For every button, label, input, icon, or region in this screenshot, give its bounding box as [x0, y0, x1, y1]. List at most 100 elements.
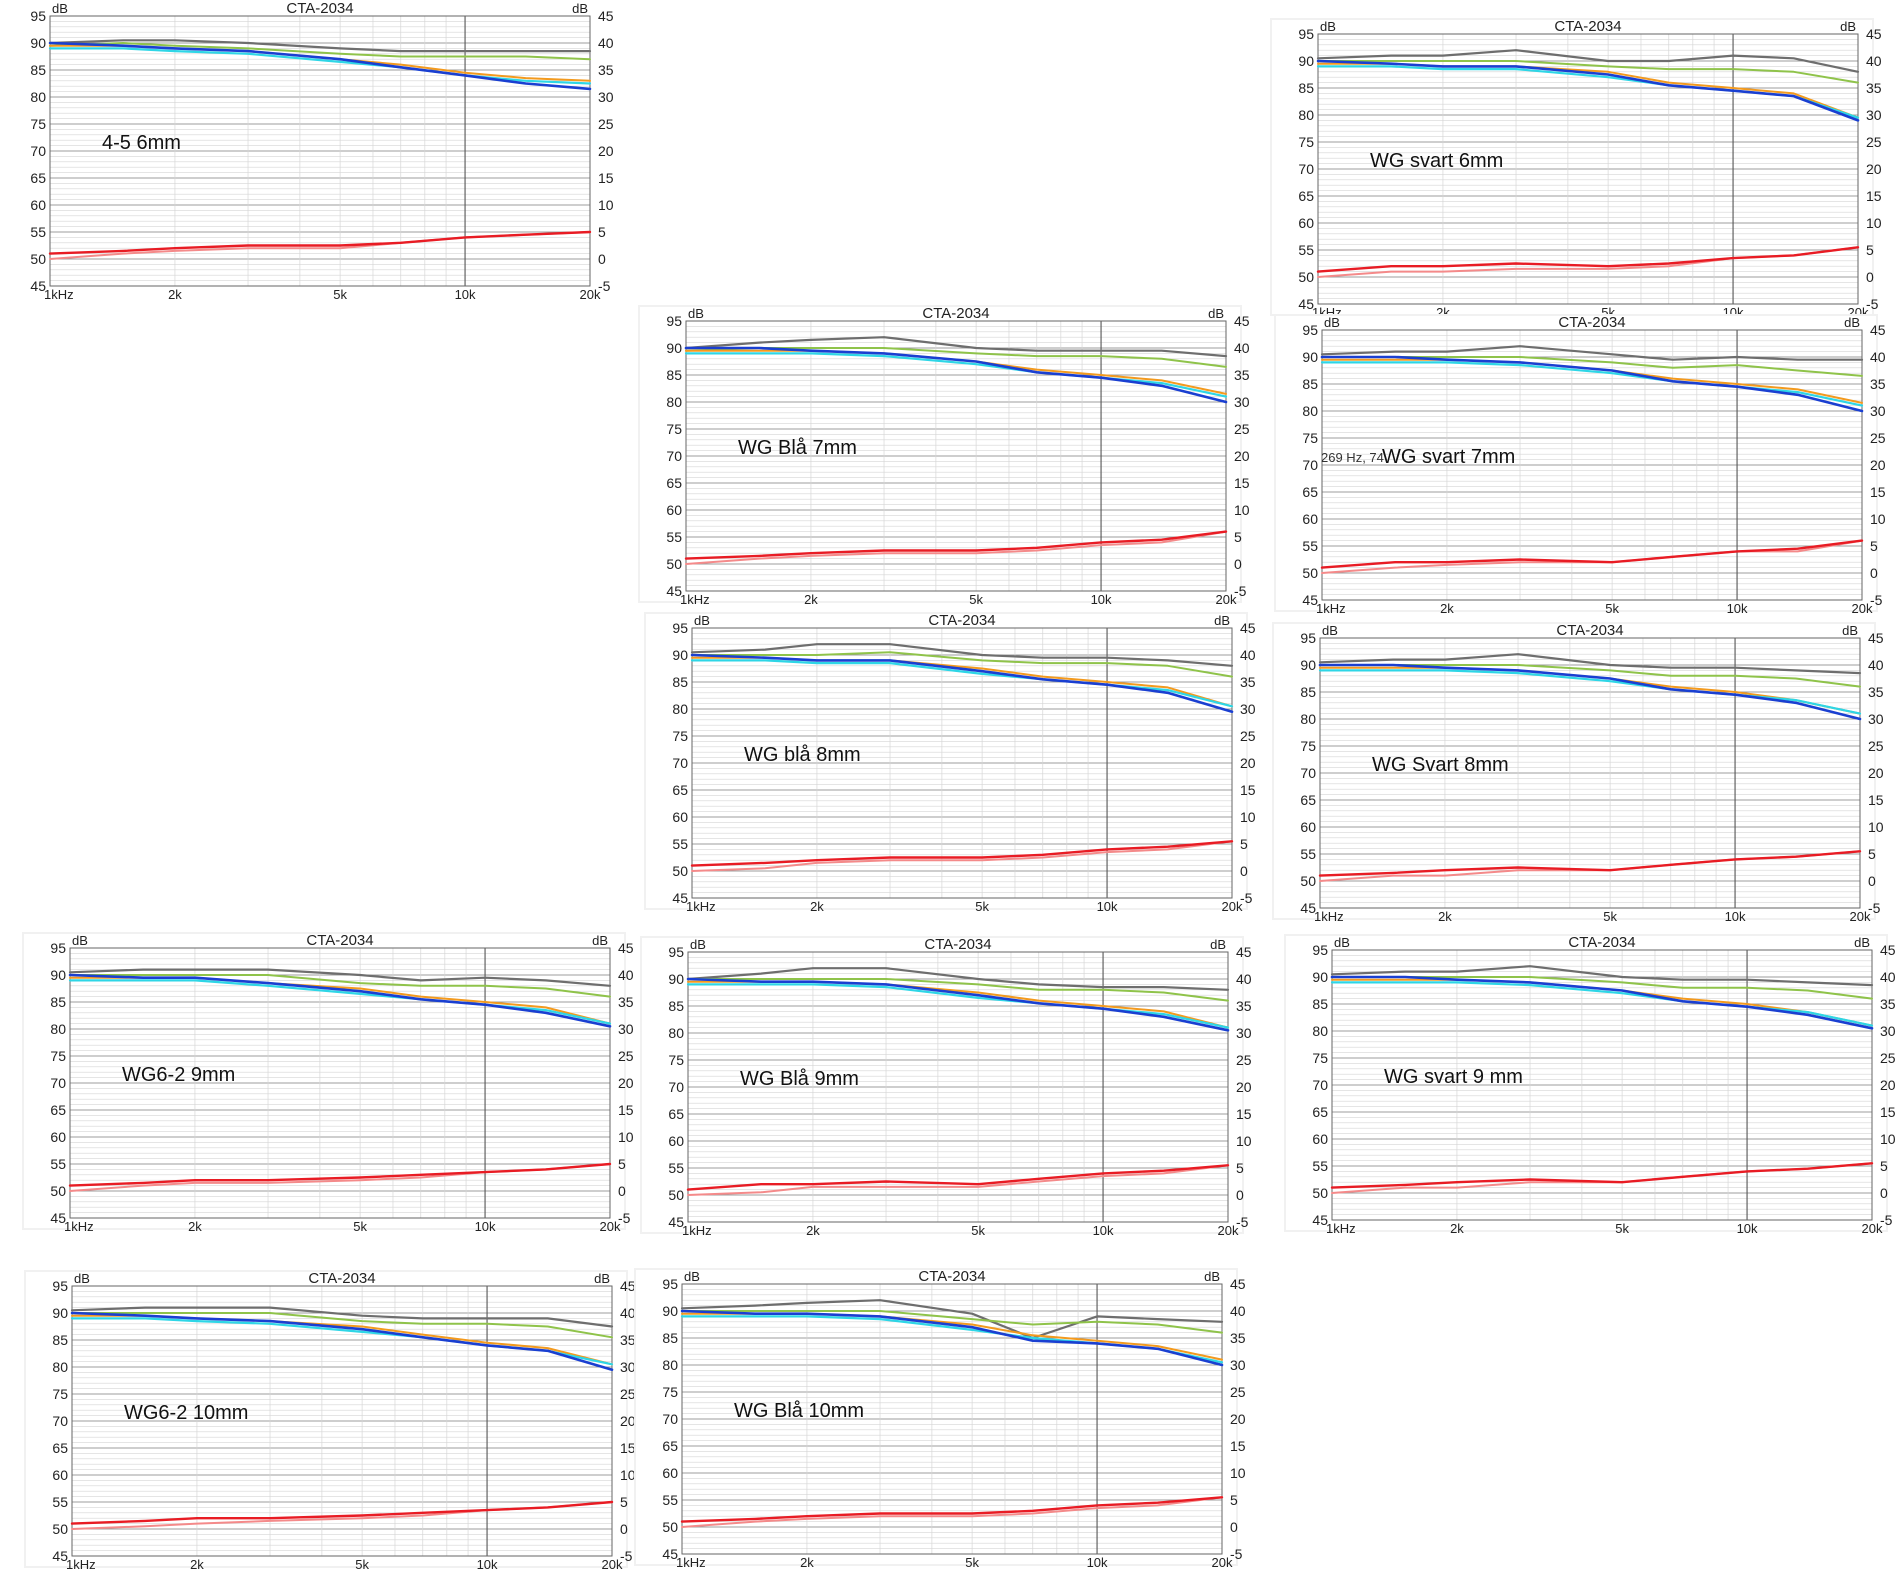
gray-line [70, 1306, 614, 1328]
left-tick-label: 70 [1302, 457, 1318, 473]
red-line [70, 1500, 614, 1525]
left-tick-label: 70 [1312, 1077, 1328, 1093]
chart-title: CTA-2034 [1558, 314, 1625, 331]
left-unit-label: dB [690, 937, 706, 952]
right-tick-label: 40 [1870, 349, 1886, 365]
right-tick-label: 30 [1868, 711, 1884, 727]
right-tick-label: 15 [598, 170, 614, 186]
left-tick-label: 65 [52, 1440, 68, 1456]
left-tick-label: 60 [1300, 819, 1316, 835]
left-tick-label: 90 [50, 967, 66, 983]
left-tick-label: 90 [668, 971, 684, 987]
right-tick-label: 10 [1240, 809, 1256, 825]
x-tick-label: 5k [355, 1557, 369, 1572]
x-tick-label: 1kHz [1326, 1221, 1356, 1236]
left-tick-label: 70 [672, 755, 688, 771]
left-tick-label: 50 [30, 251, 46, 267]
x-tick-label: 5k [969, 592, 983, 607]
right-tick-label: 0 [1866, 269, 1874, 285]
chart-title: CTA-2034 [928, 612, 995, 629]
gray-line [1320, 345, 1864, 361]
chart-panel-4-5-6mm: CTA-2034 dB dB 95 90 85 80 75 70 65 60 55 50 45 45 40 35… [4, 0, 614, 302]
right-tick-label: 30 [1240, 701, 1256, 717]
left-tick-label: 70 [52, 1413, 68, 1429]
left-tick-label: 95 [50, 940, 66, 956]
gray-line [68, 968, 612, 987]
x-tick-label: 1kHz [676, 1555, 706, 1570]
chart-panel-wg-svart-9mm: CTA-2034 dB dB 95 90 85 80 75 70 65 60 55 50 45 45 40 35… [1286, 934, 1896, 1236]
left-tick-label: 85 [1298, 80, 1314, 96]
chart-title: CTA-2034 [1554, 18, 1621, 35]
right-unit-label: dB [594, 1271, 610, 1286]
chart-title: CTA-2034 [1568, 934, 1635, 951]
left-tick-label: 45 [1300, 900, 1316, 916]
right-tick-label: -5 [1868, 900, 1881, 916]
blue-line [1318, 663, 1862, 721]
right-tick-label: 5 [1880, 1158, 1888, 1174]
left-tick-label: 75 [666, 421, 682, 437]
panel-annotation-label: WG svart 6mm [1370, 150, 1503, 172]
green-line [691, 651, 1233, 678]
left-tick-label: 90 [672, 647, 688, 663]
right-tick-label: 5 [1240, 836, 1248, 852]
panel-annotation-label: WG6-2 9mm [122, 1064, 235, 1086]
x-tick-label: 10k [1725, 909, 1746, 924]
red-line [1316, 246, 1860, 273]
left-tick-label: 95 [668, 944, 684, 960]
right-tick-label: 45 [1230, 1276, 1246, 1292]
left-tick-label: 45 [1302, 592, 1318, 608]
chart-title: CTA-2034 [918, 1268, 985, 1285]
left-tick-label: 85 [1302, 376, 1318, 392]
left-tick-label: 80 [1312, 1023, 1328, 1039]
right-tick-label: 10 [1230, 1465, 1246, 1481]
right-tick-label: 20 [598, 143, 614, 159]
left-unit-label: dB [684, 1269, 700, 1284]
left-tick-label: 45 [1312, 1212, 1328, 1228]
x-tick-label: 2k [190, 1557, 204, 1572]
right-tick-label: 45 [1234, 313, 1250, 329]
x-tick-label: 5k [353, 1219, 367, 1234]
plot-frame [71, 1285, 613, 1557]
right-tick-label: 35 [1868, 684, 1884, 700]
left-tick-label: 70 [662, 1411, 678, 1427]
x-tick-label: 2k [188, 1219, 202, 1234]
x-tick-label: 1kHz [44, 287, 74, 302]
cyan-line [690, 659, 1234, 708]
x-tick-label: 10k [477, 1557, 498, 1572]
gray-line [1318, 653, 1862, 675]
red-line [48, 230, 592, 255]
right-tick-label: 25 [1868, 738, 1884, 754]
blue-line [70, 1311, 614, 1371]
chart-title: CTA-2034 [286, 0, 353, 17]
left-tick-label: 50 [668, 1187, 684, 1203]
right-tick-label: 35 [1880, 996, 1896, 1012]
x-tick-label: 20k [1852, 601, 1873, 616]
red-line [1330, 1162, 1874, 1189]
right-tick-label: 30 [1866, 107, 1882, 123]
x-tick-label: 1kHz [682, 1223, 712, 1238]
left-tick-label: 60 [30, 197, 46, 213]
left-tick-label: 80 [52, 1359, 68, 1375]
orange-line [1331, 978, 1873, 1027]
right-tick-label: 5 [1870, 538, 1878, 554]
left-tick-label: 50 [1312, 1185, 1328, 1201]
right-tick-label: -5 [1866, 296, 1879, 312]
left-tick-label: 85 [52, 1332, 68, 1348]
x-tick-label: 20k [1218, 1223, 1239, 1238]
chart-title: CTA-2034 [922, 305, 989, 322]
left-tick-label: 55 [1312, 1158, 1328, 1174]
right-tick-label: 25 [1236, 1052, 1252, 1068]
x-tick-label: 1kHz [64, 1219, 94, 1234]
right-tick-label: 10 [1236, 1133, 1252, 1149]
cyan-line [1318, 669, 1862, 715]
x-tick-label: 2k [1440, 601, 1454, 616]
left-tick-label: 65 [1300, 792, 1316, 808]
green-line [49, 42, 591, 61]
left-tick-label: 65 [1302, 484, 1318, 500]
gray-line [686, 967, 1230, 991]
x-tick-label: 20k [1212, 1555, 1233, 1570]
cyan-line [1330, 981, 1874, 1027]
left-tick-label: 75 [52, 1386, 68, 1402]
right-tick-label: 20 [1240, 755, 1256, 771]
right-tick-label: 10 [620, 1467, 636, 1483]
